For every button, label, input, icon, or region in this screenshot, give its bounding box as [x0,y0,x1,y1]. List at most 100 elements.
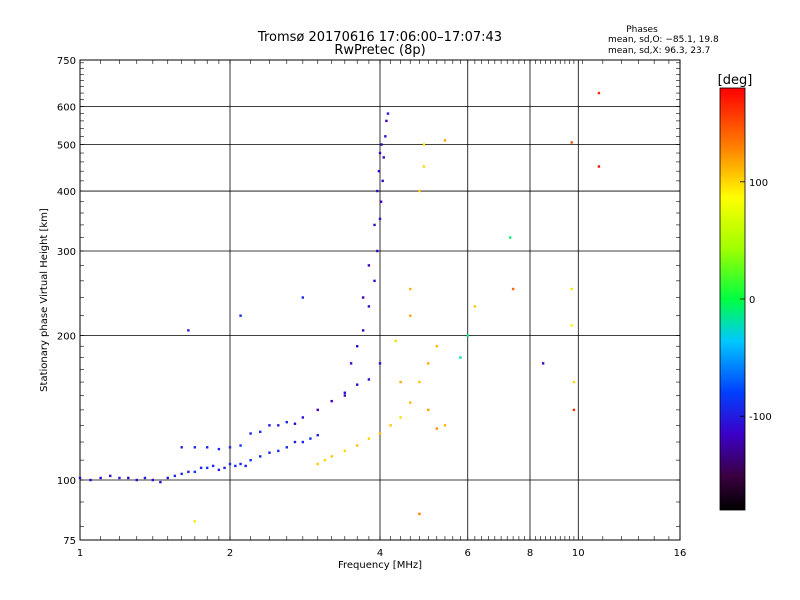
data-point [330,455,333,458]
data-point [193,470,197,474]
data-point [234,464,237,468]
data-point [373,223,376,227]
data-point [361,329,365,332]
data-point [249,432,252,435]
stats-heading: Phases [626,25,658,35]
data-point [399,380,402,384]
data-point [373,279,376,283]
y-tick-label: 100 [57,476,76,487]
data-point [343,449,347,453]
minor-ticks [80,60,680,540]
colorbar-unit: [deg] [718,73,753,88]
data-point [355,444,359,447]
data-point [418,512,421,516]
data-point [309,437,312,440]
x-tick-label: 8 [527,548,533,559]
data-point [151,478,155,482]
stats-line-o: mean, sd,O: −85.1, 19.8 [608,35,719,45]
data-point [379,200,383,203]
data-point [316,462,319,466]
data-point [378,432,382,435]
data-point [228,462,232,466]
x-tick-labels: 1 2 4 6 8 10 16 [77,548,687,559]
data-point [427,362,430,365]
data-point [187,470,190,474]
data-point [118,476,121,480]
data-point [349,362,353,365]
data-point [330,399,333,403]
data-point [89,478,92,482]
data-point [268,451,271,454]
data-point [384,135,387,138]
colorbar-tick-label: 0 [749,295,755,306]
data-point [301,416,305,419]
data-point [316,408,319,412]
data-point [572,408,576,412]
data-point [217,468,221,472]
data-point [443,139,447,142]
data-point [435,345,438,348]
data-point [597,91,601,95]
data-point [249,458,252,462]
data-point [367,437,371,440]
data-point [418,380,421,384]
data-point [508,236,512,239]
x-tick-label: 10 [572,548,585,559]
data-point [78,476,82,480]
x-axis-label: Frequency [MHz] [338,560,422,571]
y-tick-label: 400 [57,187,76,198]
x-tick-label: 1 [77,548,83,559]
data-point [259,430,262,434]
data-point [301,440,305,444]
data-point [376,189,379,193]
data-point [343,391,347,394]
x-tick-label: 2 [227,548,233,559]
data-point [143,476,147,480]
data-point [211,464,215,468]
data-point [597,165,601,168]
data-point [386,112,390,115]
data-point [355,383,359,386]
data-point [193,446,197,449]
data-point [239,444,242,447]
data-point [378,217,382,221]
data-point [259,455,262,458]
data-point [422,143,426,146]
data-point [135,478,138,482]
data-point [244,464,247,468]
data-point [389,424,392,427]
data-point [217,447,221,451]
y-tick-label: 750 [57,56,76,67]
data-point [166,476,169,480]
data-point [378,362,382,365]
y-tick-label: 600 [57,103,76,114]
y-tick-label: 200 [57,332,76,343]
grid [80,60,680,540]
data-point [511,287,515,291]
data-point [239,462,242,466]
data-point [293,440,297,444]
data-point [466,334,469,337]
data-point [570,141,573,144]
data-point [418,189,421,193]
data-point [378,151,382,155]
data-point [323,458,327,462]
data-point [285,446,288,449]
data-point [361,296,365,299]
chart-subtitle: RwPretec (8p) [334,43,425,58]
data-point [228,446,232,449]
x-tick-label: 16 [674,548,687,559]
data-point [180,446,183,449]
data-point [381,179,384,183]
data-point [355,345,359,348]
data-point [367,264,371,267]
data-point [180,472,183,476]
data-point [199,466,203,470]
data-point [277,424,280,427]
y-tick-labels: 75 100 200 300 400 500 600 750 [57,56,76,547]
data-point [293,422,297,425]
data-point [301,296,305,299]
data-point [367,305,371,308]
data-point [173,474,177,478]
data-point [159,480,162,484]
